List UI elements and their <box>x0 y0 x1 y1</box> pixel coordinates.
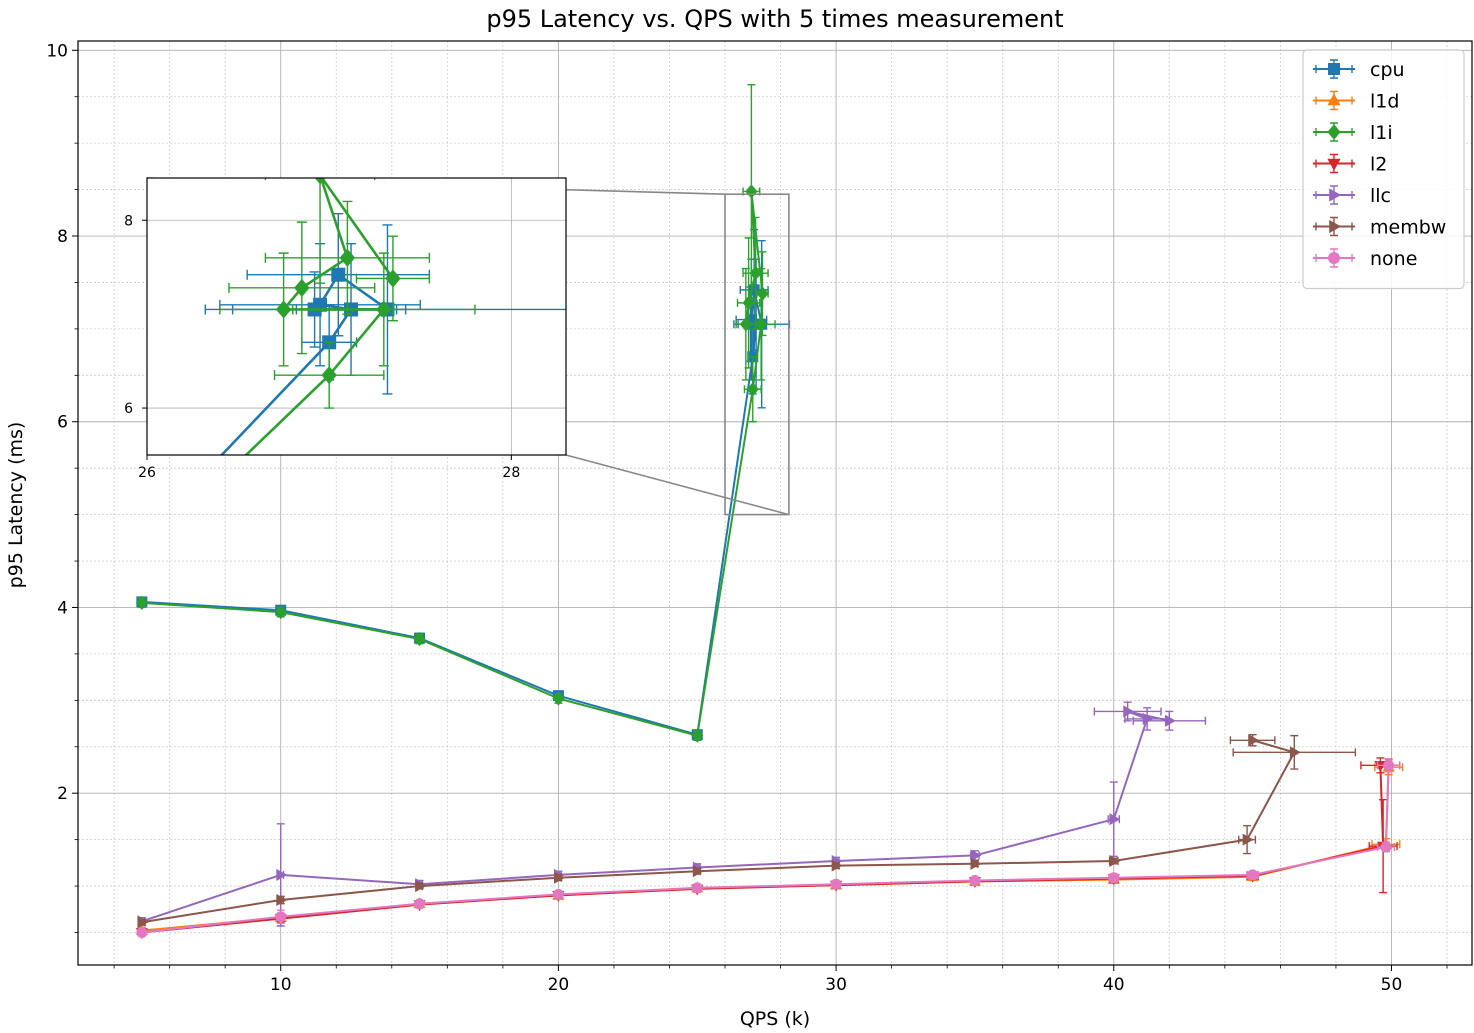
inset-point-l1i <box>314 178 326 185</box>
x-axis-label: QPS (k) <box>740 1008 810 1030</box>
legend-label-l2: l2 <box>1370 154 1387 176</box>
legend-marker-l2 <box>1327 158 1341 171</box>
point-none <box>1247 869 1259 881</box>
inset-series <box>204 178 566 455</box>
inset-y-tick-label: 8 <box>124 213 133 229</box>
point-l1i <box>552 691 565 706</box>
point-l1i <box>746 382 759 397</box>
legend: cpu l1d l1i l2 llc membw none <box>1302 49 1465 290</box>
legend-label-none: none <box>1370 248 1417 270</box>
point-llc <box>276 868 288 881</box>
point-l1i <box>756 286 769 301</box>
inset-point-l1i <box>385 269 401 288</box>
point-l1i <box>749 266 762 281</box>
point-l1i <box>135 595 148 610</box>
y-tick-label: 2 <box>57 784 68 804</box>
inset-point-l1i <box>275 300 292 319</box>
legend-marker-membw <box>1329 219 1342 234</box>
inset-zoom-plot: 26 28 6 8 <box>124 177 567 481</box>
legend-marker-llc <box>1329 188 1342 202</box>
point-membw <box>1109 854 1121 868</box>
x-tick-label: 30 <box>825 975 847 995</box>
point-llc <box>1123 705 1135 718</box>
legend-marker-none <box>1328 252 1340 264</box>
point-none <box>414 898 426 910</box>
legend-label-membw: membw <box>1370 217 1446 239</box>
x-tick-label: 50 <box>1381 975 1403 995</box>
inset-point-l1i <box>376 300 392 319</box>
point-none <box>1380 841 1392 853</box>
line-membw <box>141 739 1296 924</box>
point-membw <box>970 857 982 870</box>
y-tick-label: 8 <box>57 227 68 247</box>
inset-point-cpu <box>331 267 346 282</box>
main-plot-series <box>135 83 1404 940</box>
y-tick-label: 6 <box>57 413 68 433</box>
inset-line-l1i <box>244 178 394 455</box>
x-tick-label: 20 <box>548 975 570 995</box>
legend-marker-l1d <box>1327 93 1341 106</box>
line-l1d <box>141 767 1390 932</box>
line-l2 <box>141 765 1385 934</box>
y-tick-label: 4 <box>57 598 68 618</box>
x-tick-label: 10 <box>270 975 292 995</box>
y-axis-label: p95 Latency (ms) <box>5 422 27 589</box>
inset-background <box>147 178 566 455</box>
zoom-connector <box>565 454 790 516</box>
point-membw <box>1242 833 1254 846</box>
inset-y-tick-label: 6 <box>124 401 133 417</box>
inset-point-l1i <box>339 248 356 267</box>
point-none <box>552 888 564 900</box>
point-llc <box>1142 712 1154 725</box>
point-none <box>691 882 703 894</box>
point-membw <box>415 880 427 893</box>
y-tick-label: 10 <box>46 41 68 61</box>
point-l1i <box>745 184 758 199</box>
inset-x-tick-label: 28 <box>502 465 520 481</box>
legend-marker-l1i <box>1327 124 1341 140</box>
point-membw <box>554 871 566 884</box>
point-none <box>136 926 148 938</box>
legend-box <box>1302 49 1465 290</box>
point-l1i <box>691 728 704 743</box>
point-none <box>275 911 287 923</box>
point-none <box>1383 759 1395 771</box>
point-membw <box>692 865 704 878</box>
legend-label-l1i: l1i <box>1370 122 1393 144</box>
plot-frame <box>77 40 1473 966</box>
legend-label-l1d: l1d <box>1370 91 1399 113</box>
inset-point-l1i <box>294 278 310 297</box>
inset-point-l1i <box>321 366 337 385</box>
point-none <box>1108 872 1120 884</box>
legend-label-cpu: cpu <box>1370 59 1405 81</box>
main-axis-ticks: 10 20 30 40 50 2 4 6 8 10 <box>46 41 1448 995</box>
line-none <box>141 765 1390 934</box>
point-l1i <box>413 631 426 647</box>
point-l1i <box>274 604 287 620</box>
point-membw <box>1248 734 1260 747</box>
legend-label-llc: llc <box>1370 185 1391 207</box>
point-none <box>830 878 842 890</box>
inset-x-tick-label: 26 <box>138 465 156 481</box>
zoom-region-box <box>724 193 790 516</box>
point-l1i <box>742 295 755 311</box>
point-membw <box>831 859 843 872</box>
chart-title: p95 Latency vs. QPS with 5 times measure… <box>486 5 1063 33</box>
point-membw <box>1289 746 1301 759</box>
inset-frame <box>146 177 567 456</box>
point-membw <box>276 893 288 907</box>
legend-marker-cpu <box>1328 63 1340 75</box>
point-llc <box>1164 714 1176 727</box>
point-membw <box>137 916 149 929</box>
point-l1i <box>755 317 768 332</box>
point-llc <box>1109 813 1121 826</box>
x-tick-label: 40 <box>1103 975 1125 995</box>
point-llc <box>970 849 982 862</box>
point-none <box>969 874 981 886</box>
